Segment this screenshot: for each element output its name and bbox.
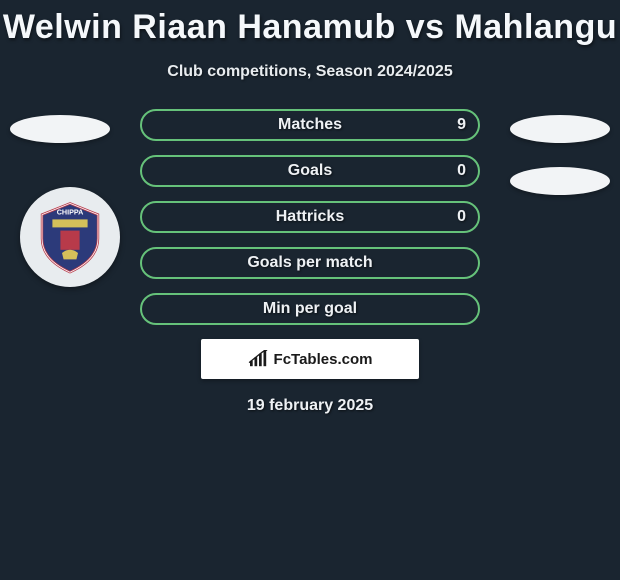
page-title: Welwin Riaan Hanamub vs Mahlangu (0, 0, 620, 47)
stat-value: 9 (457, 116, 466, 134)
club-crest-icon: CHIPPA (30, 197, 110, 277)
stat-row-hattricks: Hattricks 0 (140, 201, 480, 233)
brand-text: FcTables.com (274, 351, 373, 368)
player-right-avatar-2 (510, 167, 610, 195)
club-badge: CHIPPA (20, 187, 120, 287)
stat-label: Matches (278, 116, 342, 134)
stat-row-goals-per-match: Goals per match (140, 247, 480, 279)
brand-box: FcTables.com (201, 339, 419, 379)
date-text: 19 february 2025 (0, 397, 620, 415)
stat-value: 0 (457, 162, 466, 180)
stat-label: Goals (288, 162, 332, 180)
stat-label: Hattricks (276, 208, 344, 226)
svg-text:CHIPPA: CHIPPA (57, 208, 84, 217)
player-left-avatar (10, 115, 110, 143)
stat-label: Goals per match (247, 254, 372, 272)
stat-rows: Matches 9 Goals 0 Hattricks 0 Goals per … (140, 109, 480, 325)
stat-row-matches: Matches 9 (140, 109, 480, 141)
content-area: CHIPPA Matches 9 Goals 0 Hattricks 0 Goa… (0, 109, 620, 415)
stat-row-min-per-goal: Min per goal (140, 293, 480, 325)
chart-icon (248, 350, 270, 368)
stat-label: Min per goal (263, 300, 357, 318)
page-subtitle: Club competitions, Season 2024/2025 (0, 63, 620, 81)
player-right-avatar-1 (510, 115, 610, 143)
stat-value: 0 (457, 208, 466, 226)
stat-row-goals: Goals 0 (140, 155, 480, 187)
